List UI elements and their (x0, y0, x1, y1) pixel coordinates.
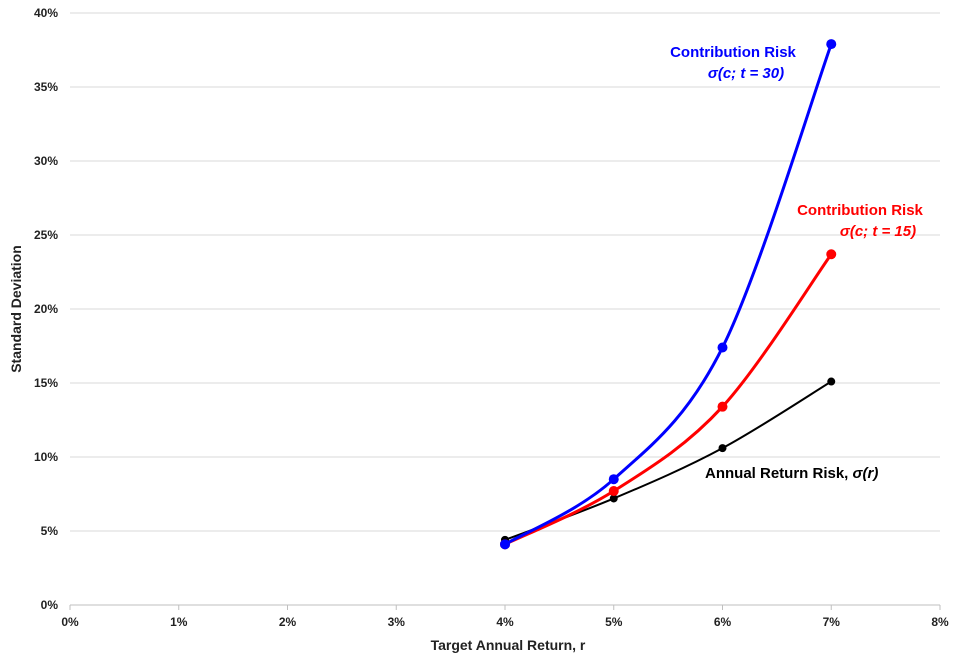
gridlines (70, 12, 940, 532)
series-annual-return-risk-point (827, 377, 836, 386)
series-contribution-risk-15 (500, 249, 837, 550)
annotation-annual-return-risk: Annual Return Risk, σ(r) (705, 465, 878, 482)
y-tick-label: 10% (34, 450, 58, 464)
y-tick-label: 30% (34, 154, 58, 168)
x-axis-title: Target Annual Return, r (431, 637, 586, 653)
annotation-contribution-risk-15-line2: σ(c; t = 15) (840, 223, 916, 240)
series-contribution-risk-30-point (717, 342, 728, 353)
series-contribution-risk-15-point (717, 401, 728, 412)
annotation-contribution-risk-15-line1: Contribution Risk (797, 202, 923, 219)
series-annual-return-risk (501, 377, 836, 544)
series-contribution-risk-30-point (608, 474, 619, 485)
axes (69, 604, 941, 610)
annotation-annual-return-risk-label: Annual Return Risk, (705, 465, 853, 482)
x-tick-label: 4% (496, 615, 514, 629)
y-tick-label: 35% (34, 80, 58, 94)
x-tick-label: 8% (931, 615, 949, 629)
x-tick-label: 2% (279, 615, 297, 629)
series-contribution-risk-15-line (504, 253, 833, 546)
y-tick-label: 40% (34, 6, 58, 20)
y-tick-label: 0% (41, 598, 59, 612)
series-contribution-risk-15-point (826, 249, 837, 260)
x-tick-label: 6% (714, 615, 732, 629)
series-annual-return-risk-line (504, 380, 832, 541)
annotation-contribution-risk-30-line1: Contribution Risk (670, 44, 796, 61)
x-tick-label: 1% (170, 615, 188, 629)
series-contribution-risk-30 (500, 39, 837, 550)
x-tick-label: 5% (605, 615, 623, 629)
annotations: Contribution Risk σ(c; t = 30) Contribut… (670, 44, 923, 482)
y-tick-label: 25% (34, 228, 58, 242)
annotation-contribution-risk-30-line2: σ(c; t = 30) (708, 65, 784, 82)
x-tick-label: 3% (388, 615, 406, 629)
y-tick-label: 15% (34, 376, 58, 390)
series-group (500, 39, 837, 550)
x-tick-label: 0% (61, 615, 79, 629)
series-contribution-risk-30-point (826, 39, 837, 50)
series-annual-return-risk-point (718, 444, 727, 453)
series-contribution-risk-15-point (608, 486, 619, 497)
series-annual-return-risk-point (609, 494, 618, 503)
y-axis-title: Standard Deviation (8, 245, 24, 373)
series-contribution-risk-30-point (500, 539, 510, 550)
y-tick-label: 5% (41, 524, 59, 538)
series-contribution-risk-30-line (504, 43, 833, 546)
tick-labels: 0% 5% 10% 15% 20% 25% 30% 35% 40% 0% 1% 2% 3% 4% 5% 6% 7… (34, 6, 949, 629)
x-tick-label: 7% (823, 615, 841, 629)
y-tick-label: 20% (34, 302, 58, 316)
annotation-annual-return-risk-symbol: σ(r) (853, 465, 879, 482)
